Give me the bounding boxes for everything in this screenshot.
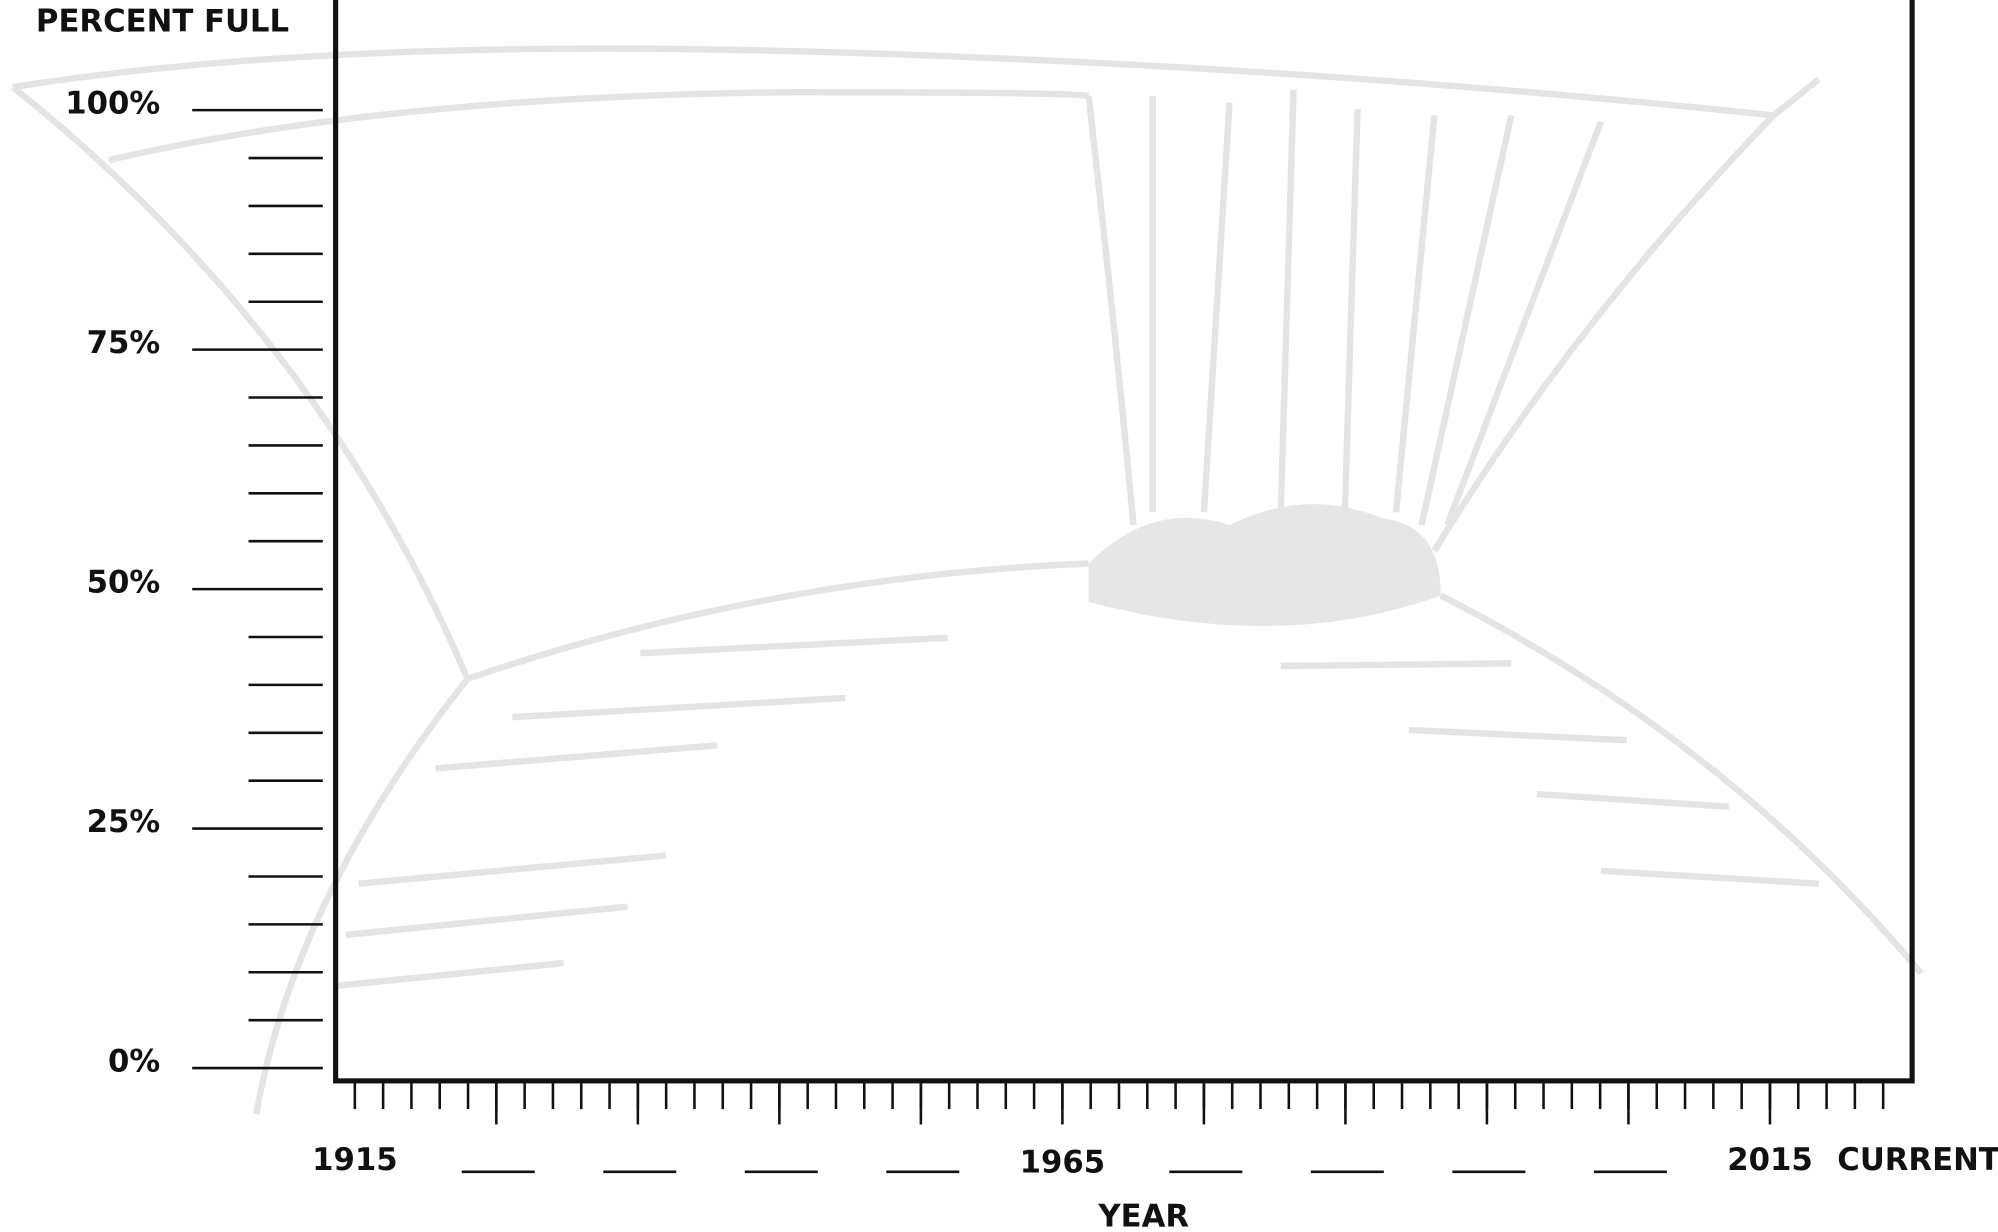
x-axis-title: YEAR bbox=[1097, 1198, 1189, 1232]
x-end-label: CURRENT bbox=[1837, 1142, 1998, 1178]
x-tick-label: 2015 bbox=[1727, 1142, 1813, 1178]
chart: PERCENT FULL YEAR 0% 25% 50% 75% 100% 1915 196… bbox=[0, 0, 1998, 1232]
x-tick-label: 1965 bbox=[1020, 1145, 1105, 1181]
background-illustration bbox=[13, 49, 1921, 1115]
y-tick-label: 50% bbox=[87, 564, 161, 600]
x-tick-label: 1915 bbox=[312, 1142, 398, 1178]
y-tick-label: 75% bbox=[87, 325, 161, 361]
y-axis-title: PERCENT FULL bbox=[36, 4, 289, 40]
y-tick-label: 25% bbox=[87, 804, 161, 840]
y-tick-label: 100% bbox=[65, 86, 160, 122]
y-tick-label: 0% bbox=[108, 1043, 160, 1079]
